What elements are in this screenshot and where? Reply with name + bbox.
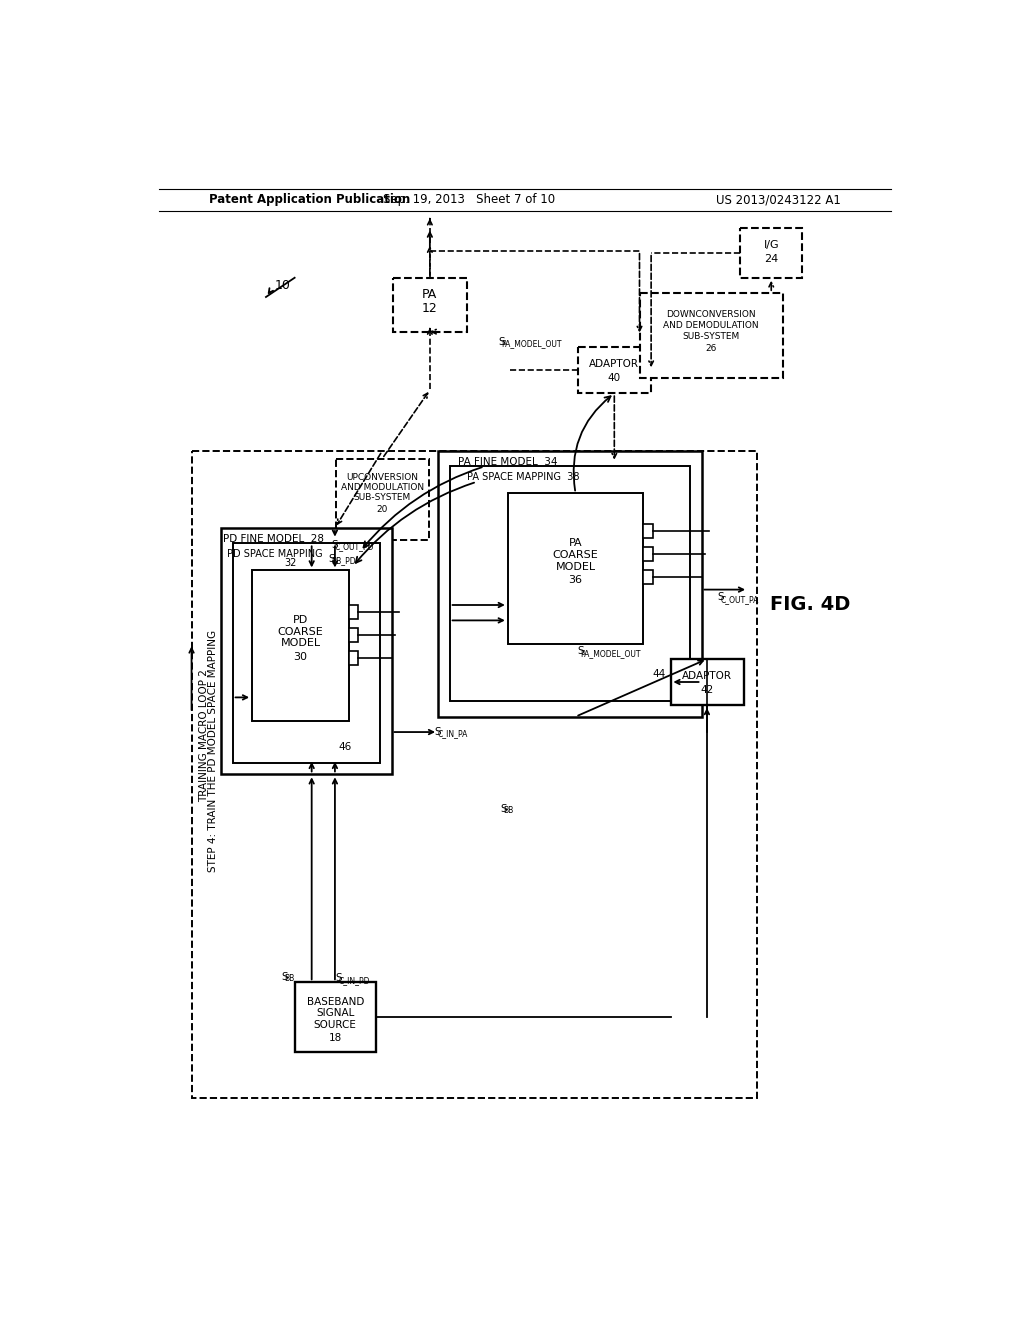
Text: S: S bbox=[282, 972, 288, 982]
Text: S: S bbox=[500, 804, 507, 814]
Text: S: S bbox=[328, 554, 335, 564]
Text: COARSE: COARSE bbox=[553, 550, 598, 560]
Bar bbox=[393, 277, 467, 331]
Text: S: S bbox=[332, 540, 339, 550]
Text: PA_MODEL_OUT: PA_MODEL_OUT bbox=[581, 648, 641, 657]
Text: AND DEMODULATION: AND DEMODULATION bbox=[664, 321, 759, 330]
Text: I/G: I/G bbox=[764, 240, 779, 249]
Text: C_IN_PA: C_IN_PA bbox=[437, 730, 468, 738]
Text: C_OUT_PD: C_OUT_PD bbox=[335, 543, 375, 552]
Bar bbox=[349, 628, 358, 642]
Text: BB: BB bbox=[503, 807, 513, 816]
Text: STEP 4: TRAIN THE PD MODEL SPACE MAPPING: STEP 4: TRAIN THE PD MODEL SPACE MAPPING bbox=[208, 630, 218, 873]
Text: 12: 12 bbox=[422, 302, 437, 315]
Text: US 2013/0243122 A1: US 2013/0243122 A1 bbox=[716, 194, 841, 206]
Bar bbox=[671, 659, 744, 705]
Text: Sep. 19, 2013   Sheet 7 of 10: Sep. 19, 2013 Sheet 7 of 10 bbox=[383, 194, 555, 206]
Text: PA: PA bbox=[568, 539, 583, 548]
Text: 10: 10 bbox=[275, 279, 291, 292]
Text: 18: 18 bbox=[329, 1032, 342, 1043]
Text: S: S bbox=[434, 727, 440, 737]
Text: SOURCE: SOURCE bbox=[314, 1019, 356, 1030]
Bar bbox=[740, 227, 802, 277]
Text: 24: 24 bbox=[764, 253, 778, 264]
Text: Patent Application Publication: Patent Application Publication bbox=[209, 194, 411, 206]
Text: C_IN_PD: C_IN_PD bbox=[339, 975, 371, 985]
Bar bbox=[643, 524, 652, 539]
Bar bbox=[232, 544, 380, 763]
Text: S: S bbox=[336, 973, 342, 983]
Text: FIG. 4D: FIG. 4D bbox=[770, 595, 850, 615]
Text: PD SPACE MAPPING: PD SPACE MAPPING bbox=[227, 549, 323, 560]
Text: 46: 46 bbox=[338, 742, 351, 752]
Text: 40: 40 bbox=[608, 372, 621, 383]
Bar bbox=[438, 451, 701, 717]
Text: MODEL: MODEL bbox=[555, 561, 596, 572]
Text: ADAPTOR: ADAPTOR bbox=[590, 359, 639, 370]
Text: SIGNAL: SIGNAL bbox=[316, 1008, 354, 1018]
Bar bbox=[640, 293, 783, 378]
Text: PD: PD bbox=[293, 615, 308, 626]
Text: PA: PA bbox=[422, 288, 437, 301]
Text: 20: 20 bbox=[377, 506, 388, 513]
Text: 26: 26 bbox=[706, 345, 717, 352]
Bar bbox=[450, 466, 690, 701]
Bar bbox=[252, 570, 349, 721]
Bar bbox=[508, 494, 643, 644]
Text: UPCONVERSION: UPCONVERSION bbox=[346, 474, 418, 482]
Text: SUB-SYSTEM: SUB-SYSTEM bbox=[353, 494, 411, 503]
Bar bbox=[643, 548, 652, 561]
Text: PA FINE MODEL  34: PA FINE MODEL 34 bbox=[458, 457, 557, 467]
Text: BB: BB bbox=[285, 974, 295, 983]
Text: TRAINING MACRO LOOP 2: TRAINING MACRO LOOP 2 bbox=[199, 669, 209, 803]
Text: S: S bbox=[578, 647, 584, 656]
Bar bbox=[336, 459, 429, 540]
Text: PA SPACE MAPPING  38: PA SPACE MAPPING 38 bbox=[467, 473, 580, 482]
Text: 36: 36 bbox=[568, 574, 583, 585]
Text: SUB-SYSTEM: SUB-SYSTEM bbox=[683, 331, 739, 341]
Text: 42: 42 bbox=[700, 685, 714, 694]
Text: ADAPTOR: ADAPTOR bbox=[682, 671, 732, 681]
Text: 32: 32 bbox=[285, 557, 297, 568]
Text: PA_MODEL_OUT: PA_MODEL_OUT bbox=[502, 339, 562, 348]
Bar bbox=[221, 528, 391, 775]
Text: BB_PD: BB_PD bbox=[331, 556, 355, 565]
Bar bbox=[349, 651, 358, 665]
Text: C_OUT_PA: C_OUT_PA bbox=[720, 595, 759, 603]
Text: COARSE: COARSE bbox=[278, 627, 324, 638]
Text: 30: 30 bbox=[294, 652, 307, 661]
Bar bbox=[349, 605, 358, 619]
Bar bbox=[578, 347, 651, 393]
Text: DOWNCONVERSION: DOWNCONVERSION bbox=[667, 310, 756, 319]
Text: S: S bbox=[717, 593, 724, 602]
Text: MODEL: MODEL bbox=[281, 639, 321, 648]
Text: PD FINE MODEL  28: PD FINE MODEL 28 bbox=[223, 533, 325, 544]
Text: AND MODULATION: AND MODULATION bbox=[341, 483, 424, 492]
Bar bbox=[643, 570, 652, 585]
Bar bbox=[295, 982, 376, 1052]
Text: S: S bbox=[499, 337, 505, 347]
Text: 44: 44 bbox=[652, 669, 666, 680]
Text: BASEBAND: BASEBAND bbox=[306, 997, 364, 1007]
Bar bbox=[191, 451, 758, 1098]
